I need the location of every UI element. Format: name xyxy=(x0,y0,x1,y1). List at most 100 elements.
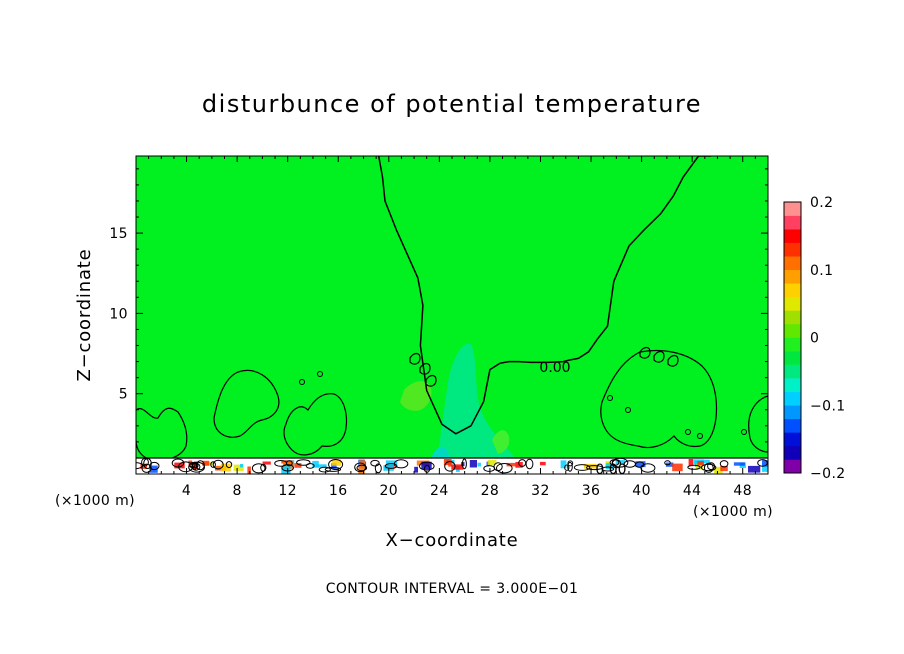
surface-color-cell xyxy=(414,466,418,473)
surface-contour xyxy=(719,460,729,468)
contour-blob xyxy=(639,346,651,359)
surface-contour xyxy=(136,462,143,470)
surface-contour xyxy=(374,463,382,474)
surface-contour xyxy=(212,459,224,470)
surface-color-cell xyxy=(540,461,546,466)
x-axis-title: X−coordinate xyxy=(385,530,518,551)
surface-color-cell xyxy=(385,460,398,466)
surface-color-cell xyxy=(262,461,271,465)
surface-contour xyxy=(518,459,527,467)
contour-label-zero: 0.00 xyxy=(539,360,570,376)
surface-contour xyxy=(149,461,160,471)
colorbar-segment xyxy=(784,242,801,257)
surface-contour xyxy=(419,461,435,471)
surface-color-cell xyxy=(762,466,768,472)
surface-contour xyxy=(664,460,671,466)
surface-contour xyxy=(687,464,701,470)
contour-mark xyxy=(685,429,691,435)
x-tick-label: 28 xyxy=(481,483,500,499)
y-tick-label: 15 xyxy=(109,226,128,242)
x-unit-label-right: (×1000 m) xyxy=(693,504,773,520)
colorbar-label: 0 xyxy=(810,331,819,347)
field-patch-warm-small xyxy=(492,430,510,454)
surface-contour xyxy=(370,459,380,467)
contour-line-zero xyxy=(377,156,712,435)
surface-color-cell xyxy=(477,462,481,467)
surface-color-cell xyxy=(140,463,147,469)
surface-contour xyxy=(483,465,496,472)
contour-blob xyxy=(419,362,431,375)
colorbar-label: 0.1 xyxy=(810,263,833,279)
surface-color-cell xyxy=(220,463,231,472)
surface-color-cell xyxy=(331,463,337,469)
surface-contour xyxy=(703,462,714,473)
colorbar-label: −0.2 xyxy=(810,466,846,482)
contour-blob xyxy=(748,395,768,453)
colorbar-segment xyxy=(784,432,801,447)
surface-contour xyxy=(586,465,603,471)
surface-color-cell xyxy=(733,462,745,466)
colorbar-segment xyxy=(784,364,801,379)
contour-blob xyxy=(425,374,437,387)
surface-color-cell xyxy=(560,460,567,469)
colorbar-segment xyxy=(784,445,801,460)
surface-contour xyxy=(573,464,591,471)
surface-color-cell xyxy=(701,459,710,464)
colorbar-segment xyxy=(784,229,801,243)
contour-blob xyxy=(667,354,679,367)
contour-mark xyxy=(299,379,305,385)
surface-contour xyxy=(707,462,716,471)
surface-contour xyxy=(191,462,201,471)
surface-color-cell xyxy=(240,464,243,468)
colorbar-segment xyxy=(784,378,801,392)
surface-color-cell xyxy=(451,464,464,470)
surface-contour xyxy=(188,461,206,473)
contour-mark xyxy=(317,371,323,377)
surface-contour xyxy=(611,459,622,469)
colorbar-segment xyxy=(784,418,801,433)
surface-color-cell xyxy=(281,466,291,474)
surface-color-cell xyxy=(714,466,723,474)
colorbar xyxy=(784,202,801,474)
surface-color-cell xyxy=(697,461,704,466)
colorbar-segment xyxy=(784,323,801,338)
colorbar-segment xyxy=(784,391,801,406)
surface-contour xyxy=(210,461,216,468)
x-tick-label: 36 xyxy=(582,483,601,499)
surface-color-cell xyxy=(174,462,185,469)
surface-color-cell xyxy=(202,460,210,466)
colorbar-segment xyxy=(784,269,801,284)
colorbar-segment xyxy=(784,459,801,474)
surface-contour xyxy=(757,459,768,467)
chart-title: disturbunce of potential temperature xyxy=(202,90,702,118)
contour-blob xyxy=(283,393,348,456)
surface-color-cell xyxy=(331,459,341,466)
surface-color-cell xyxy=(688,459,694,467)
x-tick-label: 12 xyxy=(278,483,297,499)
surface-contour xyxy=(461,458,467,470)
colorbar-frame xyxy=(783,201,802,474)
x-tick-label: 20 xyxy=(379,483,398,499)
x-tick-label: 16 xyxy=(329,483,348,499)
colorbar-labels: 0.2 0.1 0 −0.1 −0.2 xyxy=(810,195,846,482)
colorbar-segment xyxy=(784,283,801,298)
surface-color-cell xyxy=(635,461,646,468)
x-tick-label: 8 xyxy=(232,483,241,499)
x-axis-ticks: 4 8 12 16 20 24 28 32 36 40 44 48 xyxy=(148,156,756,499)
plot-area: 0.00 0.00 xyxy=(135,155,769,478)
surface-contour xyxy=(171,458,185,468)
x-tick-label: 24 xyxy=(430,483,449,499)
colorbar-segment xyxy=(784,215,801,230)
surface-contour xyxy=(496,463,513,474)
x-tick-label: 32 xyxy=(531,483,550,499)
x-unit-label-left: (×1000 m) xyxy=(55,493,135,509)
colorbar-segment xyxy=(784,337,801,352)
surface-contour xyxy=(354,462,367,473)
colorbar-segment xyxy=(784,296,801,311)
surface-color-cell xyxy=(294,463,302,468)
y-tick-label: 5 xyxy=(119,387,128,403)
surface-contour xyxy=(384,463,398,469)
surface-color-cell xyxy=(469,460,477,468)
contour-blob xyxy=(213,369,280,438)
surface-contour xyxy=(318,466,331,473)
